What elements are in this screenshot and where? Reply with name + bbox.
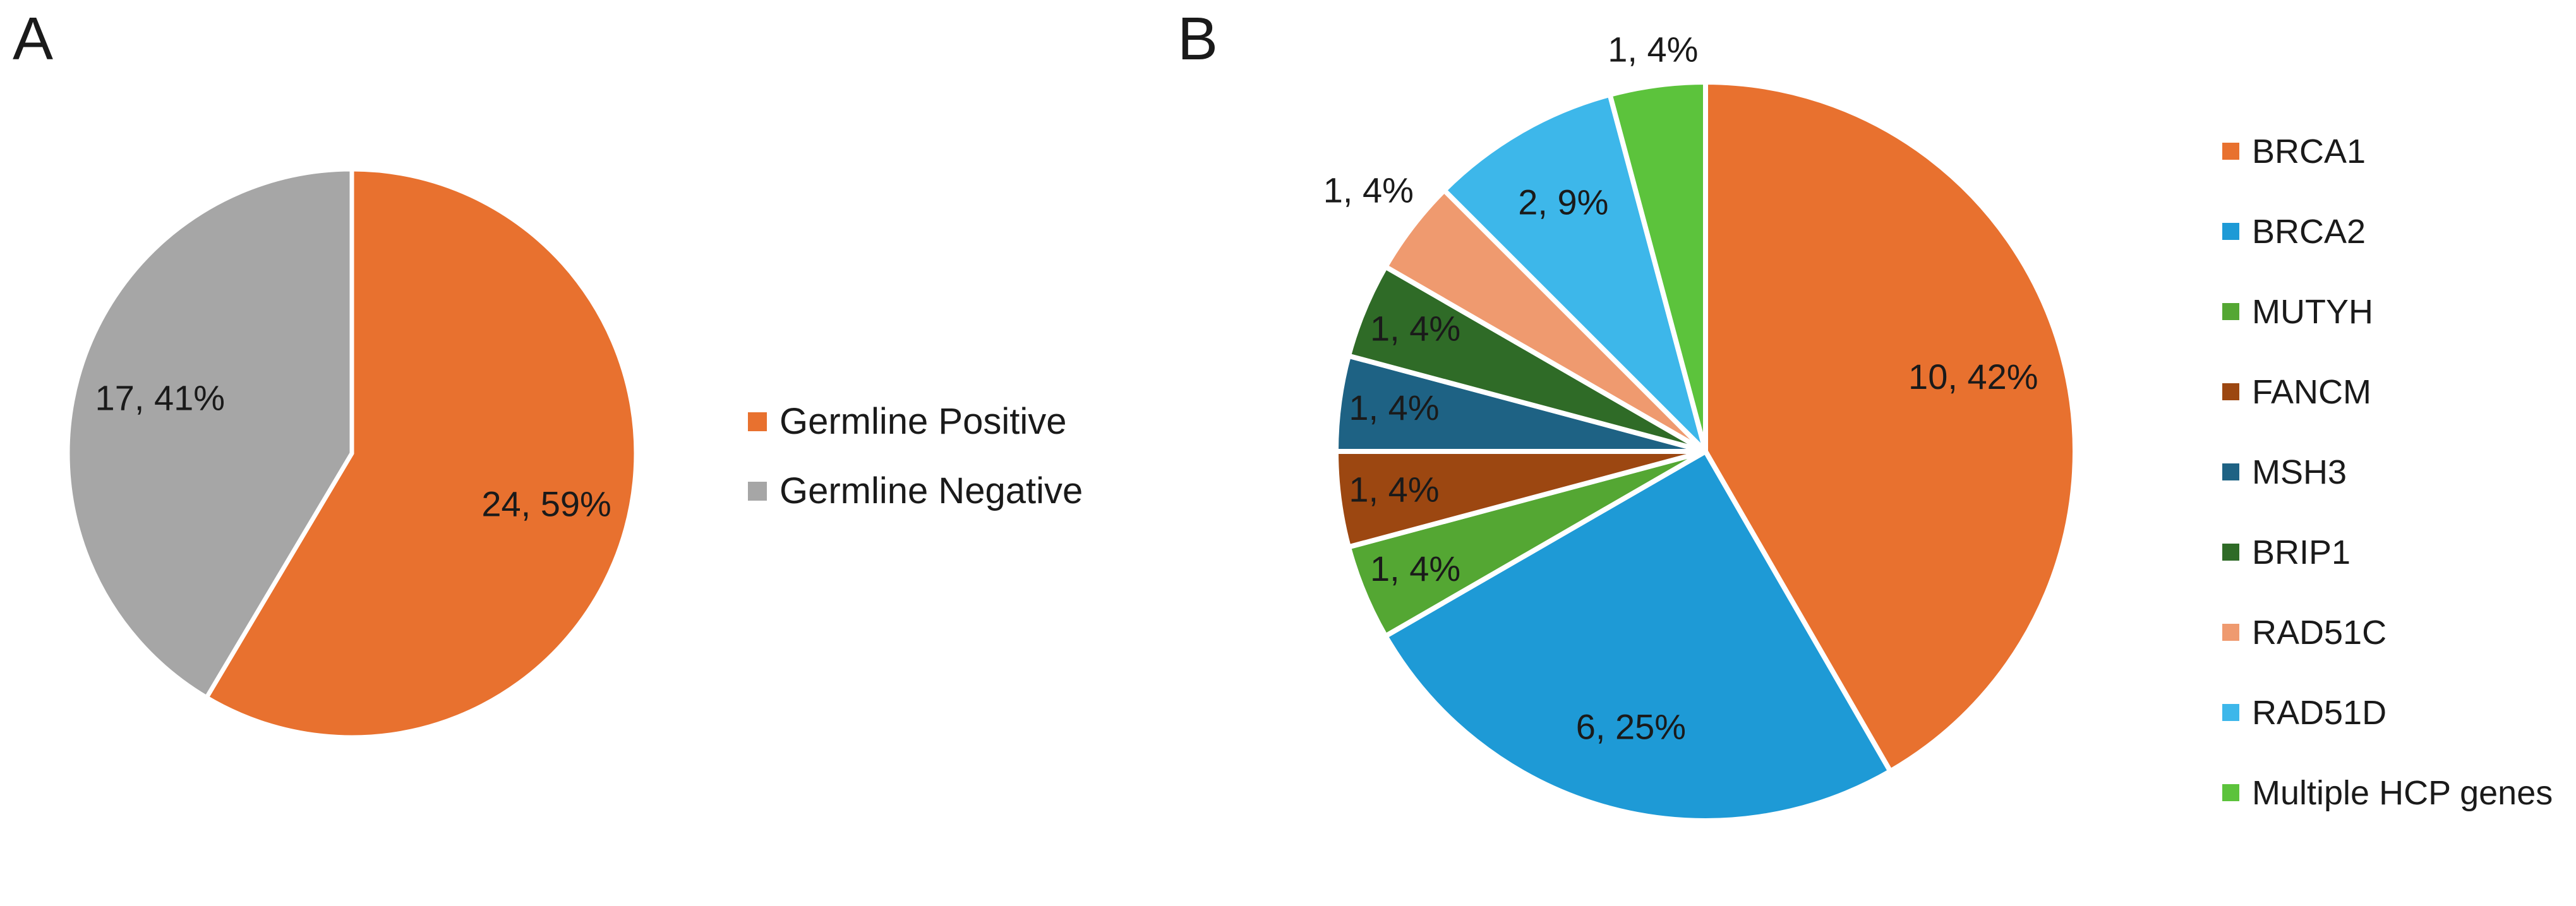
legend-item: FANCM bbox=[2222, 352, 2553, 432]
pie-slice-germline-positive bbox=[204, 167, 639, 740]
pie-slice-brca2 bbox=[1383, 449, 1893, 823]
legend-item: MUTYH bbox=[2222, 271, 2553, 352]
legend-label: RAD51C bbox=[2252, 613, 2387, 652]
pie-data-label: 6, 25% bbox=[1576, 707, 1686, 747]
pie-data-label: 2, 9% bbox=[1518, 182, 1608, 222]
legend-swatch bbox=[2222, 784, 2239, 801]
pie-data-label: 1, 4% bbox=[1349, 388, 1439, 427]
legend-label: BRCA1 bbox=[2252, 132, 2366, 170]
legend-item: BRCA1 bbox=[2222, 111, 2553, 191]
legend-swatch bbox=[748, 412, 767, 431]
legend-item: Multiple HCP genes bbox=[2222, 753, 2553, 833]
legend-label: Multiple HCP genes bbox=[2252, 773, 2553, 812]
pie-slice-brca1 bbox=[1703, 80, 2078, 774]
legend-item: RAD51C bbox=[2222, 592, 2553, 672]
panel-b-letter: B bbox=[1177, 5, 1219, 73]
pie-slice-rad51d bbox=[1441, 92, 1708, 454]
legend-label: Germline Negative bbox=[779, 470, 1083, 511]
legend-item: BRCA2 bbox=[2222, 191, 2553, 271]
legend-swatch bbox=[2222, 544, 2239, 561]
legend-swatch bbox=[2222, 143, 2239, 160]
legend-hcp-genes: BRCA1 BRCA2 MUTYH FANCM MSH3 BRIP1 RAD51C RAD51… bbox=[2222, 111, 2553, 833]
legend-swatch bbox=[2222, 223, 2239, 240]
legend-swatch bbox=[2222, 303, 2239, 320]
pie-data-label: 10, 42% bbox=[1908, 357, 2038, 396]
legend-item: RAD51D bbox=[2222, 672, 2553, 753]
legend-label: Germline Positive bbox=[779, 401, 1067, 442]
legend-swatch bbox=[2222, 463, 2239, 480]
pie-chart-germline-status: 24, 59% 17, 41% bbox=[65, 167, 639, 740]
pie-data-label: 1, 4% bbox=[1370, 549, 1460, 588]
legend-label: MUTYH bbox=[2252, 292, 2373, 331]
pie-data-label: 1, 4% bbox=[1349, 470, 1439, 510]
legend-label: RAD51D bbox=[2252, 693, 2387, 732]
panel-a-letter: A bbox=[13, 5, 54, 73]
legend-swatch bbox=[2222, 624, 2239, 641]
legend-swatch bbox=[748, 482, 767, 501]
pie-chart-hcp-genes: 10, 42% 6, 25% 1, 4% 1, 4% 1, 4% 1, 4% 1, 4% 2,… bbox=[1323, 30, 2078, 823]
pie-data-label: 1, 4% bbox=[1323, 170, 1414, 210]
legend-label: MSH3 bbox=[2252, 453, 2347, 491]
legend-label: BRIP1 bbox=[2252, 533, 2351, 571]
legend-item: Germline Negative bbox=[748, 456, 1083, 526]
legend-item: MSH3 bbox=[2222, 432, 2553, 512]
pie-slice-germline-negative bbox=[65, 167, 354, 700]
legend-label: FANCM bbox=[2252, 373, 2371, 411]
pie-data-label: 24, 59% bbox=[481, 484, 611, 523]
legend-swatch bbox=[2222, 704, 2239, 721]
pie-data-label: 1, 4% bbox=[1370, 308, 1460, 348]
legend-label: BRCA2 bbox=[2252, 212, 2366, 251]
legend-item: Germline Positive bbox=[748, 387, 1083, 456]
legend-swatch bbox=[2222, 383, 2239, 400]
legend-germline-status: Germline Positive Germline Negative bbox=[748, 387, 1083, 526]
legend-item: BRIP1 bbox=[2222, 512, 2553, 592]
pie-slice-multiple-hcp-genes bbox=[1607, 80, 1708, 454]
pie-data-label: 17, 41% bbox=[95, 378, 226, 417]
pie-data-label: 1, 4% bbox=[1608, 30, 1698, 69]
